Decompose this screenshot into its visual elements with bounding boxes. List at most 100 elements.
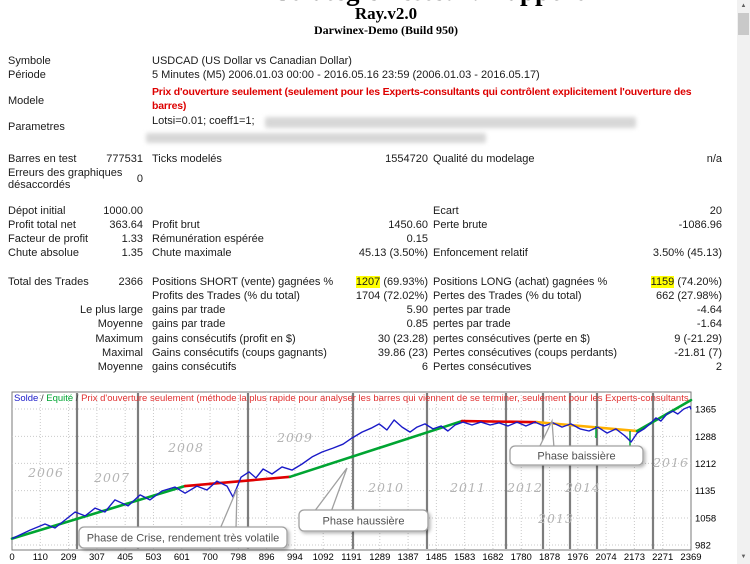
stat-label: Facteur de profit	[8, 233, 89, 245]
page-title: Ray.v2.0	[354, 4, 418, 23]
stat-value: 9 (-21.29)	[674, 333, 722, 345]
stat-value: 39.86 (23)	[377, 347, 428, 359]
report-header: Ray.v2.0 Darwinex-Demo (Build 950)	[22, 4, 750, 37]
stat-label: gains consécutifs	[152, 361, 237, 373]
chart-legend: Solde / Equité / Prix d'ouverture seulem…	[14, 393, 690, 404]
y-tick-label: 1135	[695, 486, 715, 497]
x-tick-label: 896	[259, 552, 275, 563]
x-tick-label: 1191	[341, 552, 361, 563]
stat-label: Pertes des Trades (% du total)	[433, 290, 582, 302]
callout-box	[78, 526, 288, 549]
x-tick-label: 798	[230, 552, 246, 563]
stat-value: 0.15	[406, 233, 428, 245]
stat-value: 1450.60	[388, 219, 428, 231]
callout-box	[509, 445, 644, 466]
stat-value: 1207 (69.93%)	[355, 276, 428, 288]
year-label: 2013	[537, 511, 574, 526]
legend-separator: /	[38, 393, 47, 404]
stat-label: Positions SHORT (vente) gagnées %	[152, 276, 334, 288]
stat-value: 30 (23.28)	[377, 333, 428, 345]
stat-label: Erreurs des graphiques désaccordés	[8, 167, 123, 191]
stat-value: 1554720	[385, 153, 428, 165]
stat-value: Maximum	[95, 333, 143, 345]
stat-label: Profits des Trades (% du total)	[152, 290, 300, 302]
x-tick-label: 1092	[313, 552, 334, 563]
stat-value: Moyenne	[97, 361, 143, 373]
stat-value: 6	[421, 361, 428, 373]
stat-value: -1086.96	[678, 219, 722, 231]
stat-value: Moyenne	[97, 318, 143, 330]
trend-segment-green	[288, 419, 464, 479]
stat-label: Barres en test	[8, 153, 77, 165]
y-tick-label: 1212	[695, 459, 716, 470]
stat-label: Ticks modelés	[152, 153, 222, 165]
stat-value: 3.50% (45.13)	[652, 247, 722, 259]
stat-label: gains par trade	[152, 318, 226, 330]
scroll-down-icon: ▼	[740, 554, 747, 560]
stat-value: 1704 (72.02%)	[355, 290, 428, 302]
x-tick-label: 307	[89, 552, 105, 563]
stat-label: pertes consécutives (perte en $)	[433, 333, 591, 345]
legend-equite: Equité	[46, 393, 74, 404]
stat-value: Maximal	[102, 347, 143, 359]
stat-label: Gains consécutifs (coups gagnants)	[152, 347, 327, 359]
x-tick-label: 2074	[596, 552, 617, 563]
stat-label: Pertes consécutives	[433, 361, 532, 373]
legend-separator: /	[73, 393, 82, 404]
x-tick-label: 2173	[624, 552, 645, 563]
stat-value: 1000.00	[103, 205, 143, 217]
x-tick-label: 601	[174, 552, 190, 563]
x-tick-label: 994	[287, 552, 303, 563]
stat-label: Profit total net	[8, 219, 76, 231]
stat-value: n/a	[706, 153, 722, 165]
periode-label: Période	[8, 69, 46, 81]
scroll-up-icon: ▲	[740, 3, 747, 9]
callout-text: Phase de Crise, rendement très volatile	[87, 533, 280, 545]
stat-value: 45.13 (3.50%)	[358, 247, 428, 259]
scrollbar-thumb[interactable]	[738, 13, 749, 35]
x-tick-label: 503	[146, 552, 162, 563]
periode-value: 5 Minutes (M5) 2006.01.03 00:00 - 2016.0…	[152, 69, 540, 81]
stat-label: pertes par trade	[433, 318, 511, 330]
parametres-label: Parametres	[8, 121, 65, 133]
stat-value: 662 (27.98%)	[655, 290, 722, 302]
stat-label: Ecart	[433, 205, 459, 217]
scroll-up-button[interactable]: ▲	[737, 0, 750, 13]
year-label: 2010	[367, 480, 404, 495]
highlighted-value: 1159	[650, 276, 675, 288]
stat-label: Dépot initial	[8, 205, 66, 217]
stat-label: Pertes consécutives (coups perdants)	[433, 347, 618, 359]
stat-value: -1.64	[696, 318, 722, 330]
year-label: 2014	[564, 480, 601, 495]
balance-chart: 2006 2007 2008 2009 2010 2011 2012 2013 2014 2016…	[0, 390, 735, 564]
x-tick-label: 110	[33, 552, 48, 563]
x-tick-label: 2271	[652, 552, 673, 563]
stat-value: -21.81 (7)	[674, 347, 722, 359]
trend-segment-red	[183, 475, 292, 488]
parametres-redacted-blur-2	[146, 133, 486, 143]
stat-label: Enfoncement relatif	[433, 247, 528, 259]
callout-text: Phase haussière	[323, 516, 405, 528]
x-tick-label: 1682	[482, 552, 503, 563]
stat-value: 0.85	[406, 318, 428, 330]
modele-label: Modele	[8, 95, 45, 107]
y-tick-label: 982	[695, 541, 711, 552]
x-tick-label: 1583	[454, 552, 475, 563]
year-label: 2006	[27, 465, 64, 480]
year-label: 2012	[506, 480, 543, 495]
stat-value: 363.64	[109, 219, 143, 231]
x-tick-label: 405	[117, 552, 133, 563]
stat-label: Profit brut	[152, 219, 200, 231]
scroll-down-button[interactable]: ▼	[737, 551, 750, 564]
stat-value: 1159 (74.20%)	[650, 276, 722, 288]
stat-label: Chute absolue	[8, 247, 79, 259]
stat-label: Positions LONG (achat) gagnées %	[433, 276, 608, 288]
callout-box	[298, 509, 429, 532]
stat-value: 2	[715, 361, 722, 373]
trend-segment-red	[460, 419, 539, 424]
callout-text: Phase baissière	[537, 451, 615, 463]
stat-value: -4.64	[696, 304, 722, 316]
vertical-scrollbar[interactable]: ▲ ▼	[737, 0, 750, 564]
stat-value: 1.35	[121, 247, 143, 259]
